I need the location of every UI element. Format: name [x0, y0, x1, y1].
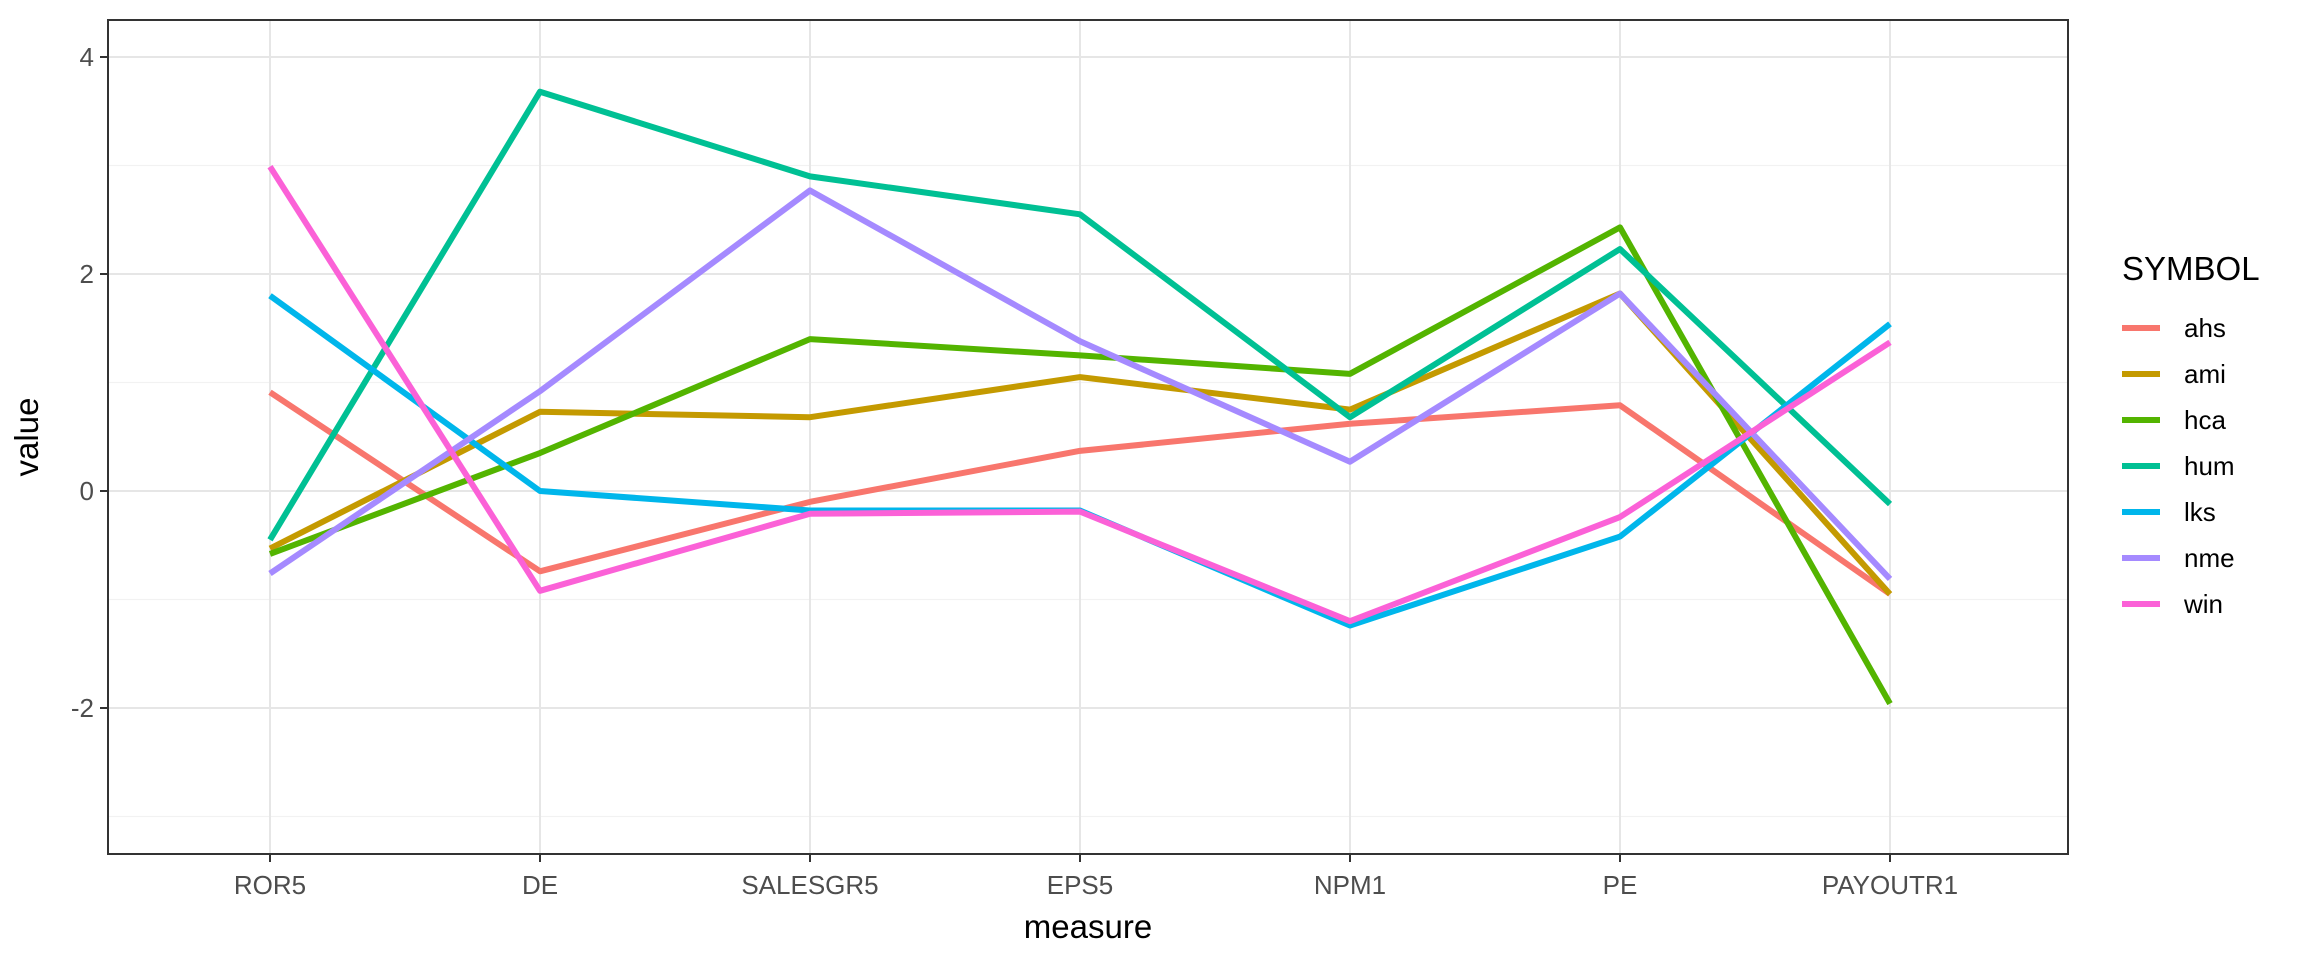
legend-label-win: win [2183, 589, 2223, 619]
y-axis: -2 0 2 4 [71, 42, 108, 723]
series-line-nme [268, 187, 1893, 581]
y-tick-label: 4 [80, 42, 94, 72]
y-tick-label: 0 [80, 476, 94, 506]
x-tick-label: DE [522, 870, 558, 900]
plot-panel [108, 20, 2068, 854]
x-tick-label: PAYOUTR1 [1822, 870, 1958, 900]
plot-border [107, 19, 2069, 855]
x-tick-label: EPS5 [1047, 870, 1114, 900]
grid-minor [108, 164, 2068, 818]
legend-label-hca: hca [2184, 405, 2226, 435]
x-axis: ROR5 DE SALESGR5 EPS5 NPM1 PE PAYOUTR1 [234, 854, 1958, 900]
x-tick-label: NPM1 [1314, 870, 1386, 900]
legend-label-nme: nme [2184, 543, 2235, 573]
series-line-hum [267, 88, 1893, 542]
series-line-win [267, 164, 1892, 625]
legend: SYMBOL ahs ami hca hum lks nme win [2122, 250, 2260, 619]
legend-label-lks: lks [2184, 497, 2216, 527]
series-layer [267, 88, 1893, 706]
y-tick-label: -2 [71, 693, 94, 723]
series-line-hca [268, 224, 1893, 706]
x-tick-label: SALESGR5 [741, 870, 878, 900]
x-tick-label: ROR5 [234, 870, 306, 900]
series-line-ahs [268, 389, 1892, 597]
x-tick-label: PE [1603, 870, 1638, 900]
legend-label-ami: ami [2184, 359, 2226, 389]
legend-title: SYMBOL [2122, 250, 2260, 287]
legend-label-ahs: ahs [2184, 313, 2226, 343]
legend-label-hum: hum [2184, 451, 2235, 481]
x-axis-title: measure [1024, 908, 1152, 945]
y-tick-label: 2 [80, 259, 94, 289]
y-axis-title: value [8, 398, 45, 477]
